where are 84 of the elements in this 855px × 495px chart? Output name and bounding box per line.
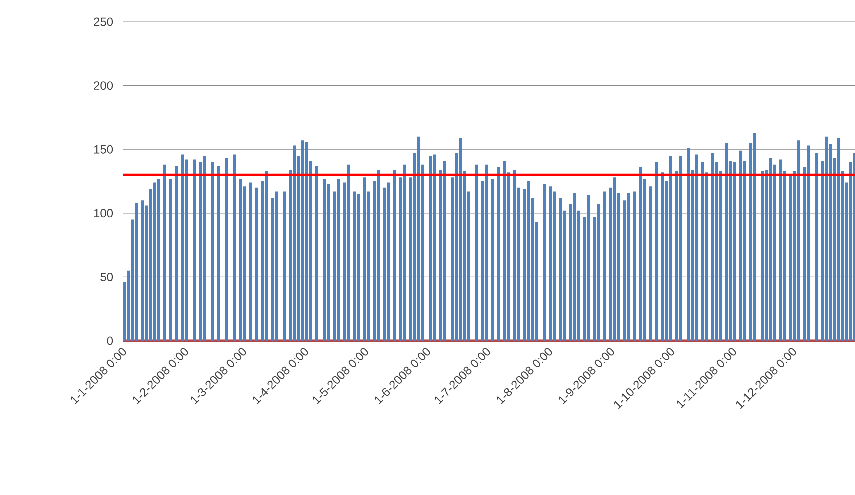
bar	[170, 178, 172, 341]
bar	[234, 154, 236, 341]
bar	[306, 142, 309, 341]
bar	[574, 192, 577, 341]
bar	[816, 153, 819, 341]
bar	[324, 178, 327, 341]
bar	[598, 204, 601, 341]
bar	[212, 162, 214, 341]
bar	[240, 178, 243, 341]
bar	[734, 162, 737, 341]
bar	[364, 178, 367, 341]
bar	[544, 184, 547, 341]
bar	[460, 138, 463, 341]
bar	[430, 156, 433, 341]
bar	[418, 136, 421, 341]
bar	[302, 140, 305, 341]
bar	[136, 203, 138, 341]
bar	[754, 133, 757, 341]
bar	[316, 166, 319, 341]
bar	[808, 146, 811, 341]
bar	[434, 154, 437, 341]
bar	[688, 148, 691, 341]
bar	[182, 154, 184, 341]
bar	[492, 178, 495, 341]
bar	[388, 182, 391, 341]
bar	[712, 153, 715, 341]
bar	[838, 138, 841, 341]
bar	[628, 192, 631, 341]
bar	[476, 164, 479, 341]
bar	[294, 146, 297, 341]
bar	[770, 158, 773, 341]
bar	[444, 161, 447, 341]
bar	[650, 186, 653, 341]
y-tick-label: 100	[94, 209, 114, 218]
bar	[176, 166, 178, 341]
bar	[798, 140, 801, 341]
bar	[726, 143, 729, 341]
bar	[164, 164, 166, 341]
bar	[338, 178, 341, 341]
bar	[640, 167, 643, 341]
bar	[204, 156, 206, 341]
bar	[504, 161, 507, 341]
bar	[634, 192, 637, 341]
bar	[276, 192, 279, 341]
bar	[266, 171, 269, 341]
bar	[696, 154, 699, 341]
bar	[284, 192, 287, 341]
bar	[550, 186, 553, 341]
bar	[826, 136, 829, 341]
bar	[670, 156, 673, 341]
bar	[498, 167, 501, 341]
bar	[662, 172, 665, 341]
bar	[762, 171, 765, 341]
y-tick-label: 0	[107, 336, 114, 346]
bar	[656, 162, 659, 341]
bar	[528, 181, 531, 341]
bar	[588, 196, 591, 341]
bar	[158, 178, 160, 341]
bar	[486, 164, 489, 341]
bar	[194, 160, 196, 341]
bar	[680, 156, 683, 341]
bar	[250, 182, 253, 341]
bar	[394, 170, 397, 341]
bar	[358, 194, 361, 341]
y-tick-label: 150	[94, 145, 114, 154]
bar	[218, 166, 220, 341]
bar	[226, 158, 228, 341]
bar	[614, 178, 617, 341]
bar	[560, 198, 563, 341]
bar	[354, 192, 357, 341]
bar	[740, 150, 743, 341]
y-tick-label: 250	[94, 18, 114, 26]
bar	[404, 164, 407, 341]
y-tick-label: 50	[100, 272, 114, 282]
y-tick-label: 200	[94, 82, 114, 90]
bar	[154, 182, 156, 341]
bar	[604, 192, 607, 341]
bar	[514, 170, 517, 341]
bar	[256, 188, 259, 341]
bar	[780, 160, 783, 341]
bar	[142, 200, 144, 341]
bar	[348, 164, 351, 341]
bar	[378, 170, 381, 341]
bar	[702, 162, 705, 341]
